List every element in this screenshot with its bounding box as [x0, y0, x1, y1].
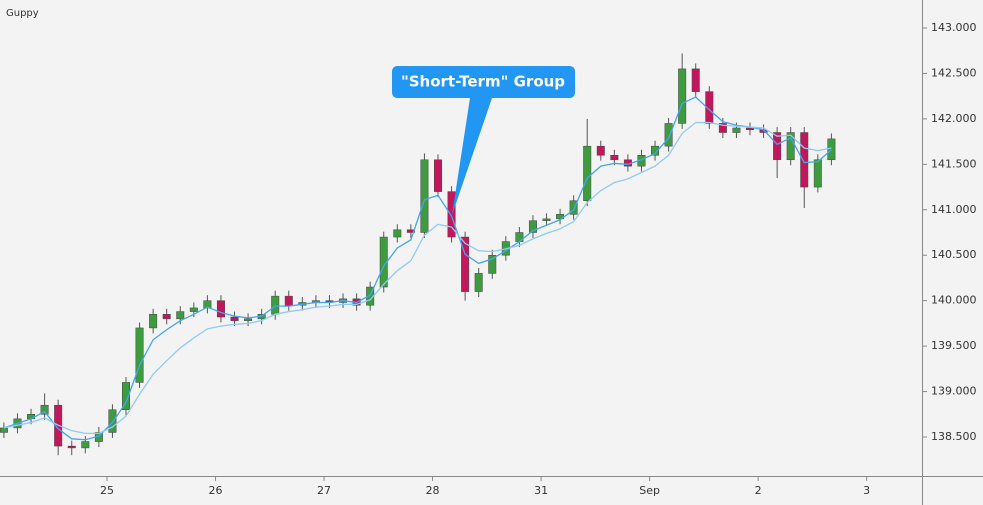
x-tick-label: 2: [755, 484, 762, 497]
candle-body: [447, 191, 456, 238]
candle-body: [664, 123, 673, 147]
candle-body: [40, 404, 49, 415]
candle-body: [718, 123, 727, 133]
annotation: "Short-Term" Group: [401, 73, 565, 91]
candle-body: [461, 236, 470, 292]
x-tick-label: 25: [100, 484, 114, 497]
candle-body: [610, 154, 619, 161]
y-tick-label: 140.500: [931, 248, 977, 261]
y-tick-label: 139.000: [931, 385, 977, 398]
candle-body: [393, 229, 402, 238]
y-tick-label: 142.500: [931, 66, 977, 79]
candle-body: [162, 314, 171, 320]
chart-title: Guppy: [6, 8, 39, 19]
y-tick-label: 138.500: [931, 430, 977, 443]
candle-body: [651, 145, 660, 156]
candle-body: [149, 314, 158, 329]
candle-body: [786, 132, 795, 161]
candle-body: [773, 132, 782, 161]
candle-body: [122, 382, 130, 410]
candle-body: [528, 220, 537, 233]
candle-body: [406, 229, 415, 233]
candle-body: [284, 295, 293, 306]
candle-body: [746, 127, 754, 131]
candle-body: [81, 441, 90, 449]
candle-body: [583, 145, 592, 201]
candle-body: [230, 316, 239, 321]
y-tick-label: 142.000: [931, 112, 977, 125]
candle-body: [569, 200, 578, 215]
x-tick-label: 28: [426, 484, 440, 497]
ma-line: [3, 121, 832, 435]
y-tick-label: 139.500: [931, 339, 977, 352]
candle-body: [474, 273, 483, 292]
candle-body: [135, 327, 144, 383]
x-tick-label: 26: [209, 484, 223, 497]
y-tick-label: 141.000: [931, 203, 977, 216]
candle-body: [203, 300, 212, 309]
candle-body: [108, 409, 117, 433]
candle-body: [800, 132, 809, 188]
candle-body: [216, 300, 225, 318]
x-tick-label: 3: [863, 484, 870, 497]
candle-body: [67, 445, 76, 449]
candle-body: [244, 318, 253, 321]
y-tick-label: 141.500: [931, 157, 977, 170]
candle-body: [542, 218, 551, 221]
x-tick-label: Sep: [639, 484, 660, 497]
ma-line: [3, 96, 832, 441]
candle-body: [732, 127, 741, 133]
y-tick-label: 143.000: [931, 21, 977, 34]
candle-body: [271, 295, 280, 315]
y-tick-label: 140.000: [931, 294, 977, 307]
candle-body: [189, 307, 198, 312]
candle-body: [176, 311, 185, 320]
candle-body: [827, 138, 836, 161]
candle-body: [434, 159, 442, 192]
x-tick-label: 27: [317, 484, 331, 497]
callout-shape: [392, 66, 575, 215]
x-tick-label: 31: [534, 484, 548, 497]
candle-body: [0, 427, 8, 433]
candle-body: [596, 145, 605, 156]
candle-body: [420, 159, 429, 233]
callout: "Short-Term" Group: [392, 66, 575, 215]
candle-body: [488, 254, 497, 274]
candle-body: [691, 68, 700, 92]
candle-body: [678, 68, 687, 124]
candle-body: [705, 91, 714, 124]
candle-body: [813, 159, 822, 188]
